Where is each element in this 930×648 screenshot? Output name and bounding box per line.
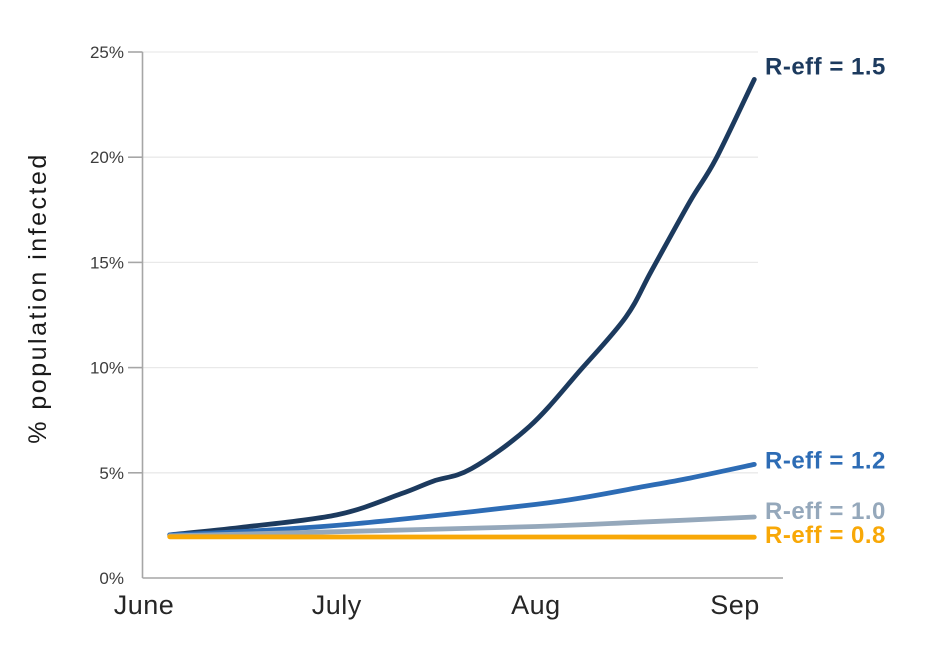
series-lines bbox=[167, 77, 757, 540]
series-end-labels: R-eff = 1.5 R-eff = 1.2 R-eff = 1.0R-eff =… bbox=[765, 53, 886, 549]
y-tick-label: 20% bbox=[90, 148, 124, 167]
x-tick-label: July bbox=[312, 590, 362, 620]
series-line-reff-1.2 bbox=[167, 462, 757, 538]
gridlines bbox=[142, 51, 758, 474]
x-tick-label: Sep bbox=[710, 590, 760, 620]
y-tick-label: 5% bbox=[99, 464, 124, 483]
series-line-reff-1 bbox=[167, 514, 757, 539]
axes bbox=[128, 51, 783, 579]
series-label-reff-1: R-eff = 1.0 bbox=[765, 498, 886, 525]
series-label-reff-1.5: R-eff = 1.5 bbox=[765, 53, 886, 80]
y-tick-label: 10% bbox=[90, 359, 124, 378]
x-axis-tick-labels: June July Aug Sep bbox=[114, 590, 760, 620]
series-line-reff-1.5 bbox=[167, 77, 757, 538]
series-label-reff-1.2: R-eff = 1.2 bbox=[765, 447, 886, 474]
y-tick-label: 15% bbox=[90, 253, 124, 272]
x-tick-label: June bbox=[114, 590, 175, 620]
y-tick-label: 0% bbox=[99, 569, 124, 588]
y-axis-tick-labels: 0% 5% 10% 15% 20% 25% bbox=[90, 43, 124, 588]
x-tick-label: Aug bbox=[511, 590, 561, 620]
y-tick-label: 25% bbox=[90, 43, 124, 62]
y-axis-title: % population infected bbox=[24, 152, 52, 444]
series-label-reff-0.8: R-eff = 0.8 bbox=[765, 522, 886, 549]
